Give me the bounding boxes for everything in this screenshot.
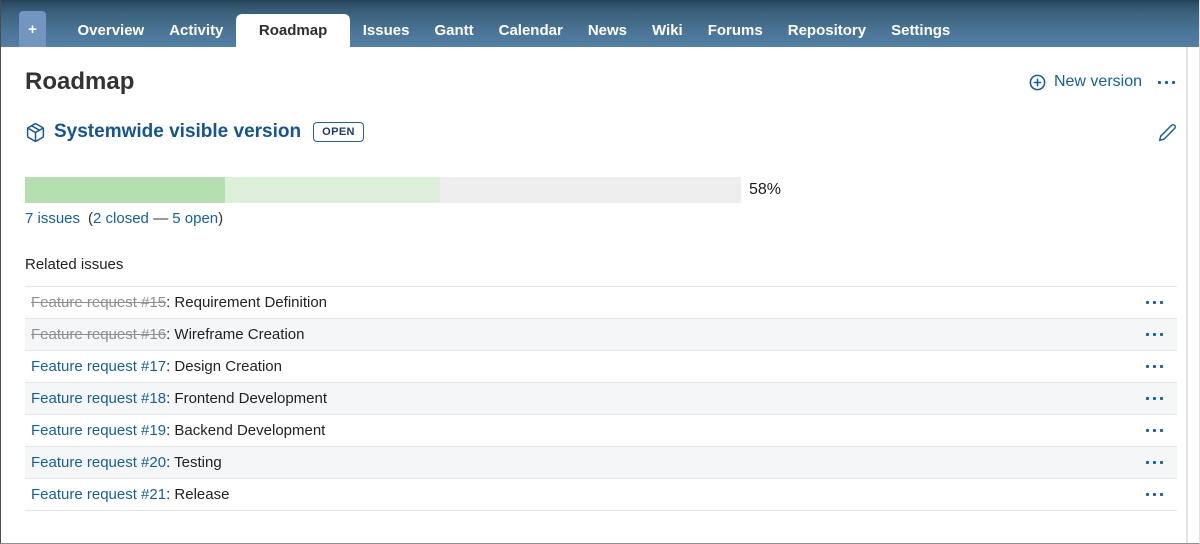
progress-done-segment [225,177,441,203]
add-tab-button[interactable]: + [19,11,46,47]
tab-roadmap[interactable]: Roadmap [235,14,351,47]
issue-title: : Frontend Development [166,390,328,407]
issue-row: Feature request #16: Wireframe Creation [25,319,1177,351]
tab-news[interactable]: News [587,22,628,39]
main-content: Roadmap New version [1,68,1199,511]
issue-row: Feature request #17: Design Creation [25,351,1177,383]
issue-context-menu-button[interactable] [1144,361,1165,372]
new-version-button[interactable]: New version [1028,73,1142,92]
scrollbar-track-edge [1186,47,1188,543]
plus-circle-icon [1028,73,1047,92]
package-icon [25,122,46,143]
issue-link[interactable]: Feature request #19 [31,422,167,439]
issue-row: Feature request #21: Release [25,479,1177,511]
progress-bar [25,177,741,203]
issues-closed-link[interactable]: 2 closed [93,210,149,227]
issues-open-link[interactable]: 5 open [172,210,219,227]
open-paren: ( [88,210,94,227]
tab-issues[interactable]: Issues [362,22,410,39]
progress-percent: 58% [749,181,782,198]
issue-context-menu-button[interactable] [1144,425,1165,436]
issue-row: Feature request #20: Testing [25,447,1177,479]
issues-summary: 7 issues (2 closed — 5 open) [25,210,1177,227]
header-more-menu-button[interactable] [1156,77,1177,88]
tab-settings[interactable]: Settings [891,22,951,39]
issue-link[interactable]: Feature request #20 [31,454,167,471]
tab-wiki[interactable]: Wiki [652,22,683,39]
issue-link[interactable]: Feature request #18 [31,390,167,407]
edit-version-button[interactable] [1158,123,1177,142]
project-tab-bar: + Overview Activity Roadmap Issues Gantt… [1,0,1199,47]
issue-title: : Testing [166,454,222,471]
issue-title: : Backend Development [166,422,326,439]
close-paren: ) [218,210,224,227]
version-link[interactable]: Systemwide visible version [25,121,301,143]
issue-link[interactable]: Feature request #15 [31,294,167,311]
tab-overview[interactable]: Overview [77,22,145,39]
issue-row: Feature request #18: Frontend Developmen… [25,383,1177,415]
issue-title: : Release [166,486,230,503]
issue-row: Feature request #15: Requirement Definit… [25,287,1177,319]
progress-closed-segment [25,177,226,203]
issue-link[interactable]: Feature request #21 [31,486,167,503]
version-row: Systemwide visible version OPEN [25,119,1177,145]
related-issues-table: Feature request #15: Requirement Definit… [25,286,1177,511]
tab-forums[interactable]: Forums [707,22,763,39]
tab-calendar[interactable]: Calendar [498,22,563,39]
issue-title: : Design Creation [166,358,282,375]
summary-separator: — [148,210,173,227]
header-actions: New version [1028,73,1177,92]
version-name: Systemwide visible version [54,121,302,142]
tab-gantt[interactable]: Gantt [434,22,474,39]
issue-title: : Wireframe Creation [166,326,305,343]
issue-link[interactable]: Feature request #16 [31,326,167,343]
issue-context-menu-button[interactable] [1144,393,1165,404]
new-version-label: New version [1053,73,1142,90]
issue-title: : Requirement Definition [166,294,328,311]
page-header: Roadmap New version [25,68,1177,96]
tab-activity[interactable]: Activity [169,22,224,39]
page-title: Roadmap [25,68,135,95]
pencil-icon [1158,123,1177,142]
issue-context-menu-button[interactable] [1144,297,1165,308]
issue-row: Feature request #19: Backend Development [25,415,1177,447]
issue-link[interactable]: Feature request #17 [31,358,167,375]
issue-context-menu-button[interactable] [1144,489,1165,500]
progress-block: 58% [25,177,1177,203]
related-issues-heading: Related issues [25,256,124,273]
status-badge: OPEN [313,122,364,142]
issues-total-link[interactable]: 7 issues [25,210,81,227]
issue-context-menu-button[interactable] [1144,329,1165,340]
tab-repository[interactable]: Repository [787,22,867,39]
issue-context-menu-button[interactable] [1144,457,1165,468]
